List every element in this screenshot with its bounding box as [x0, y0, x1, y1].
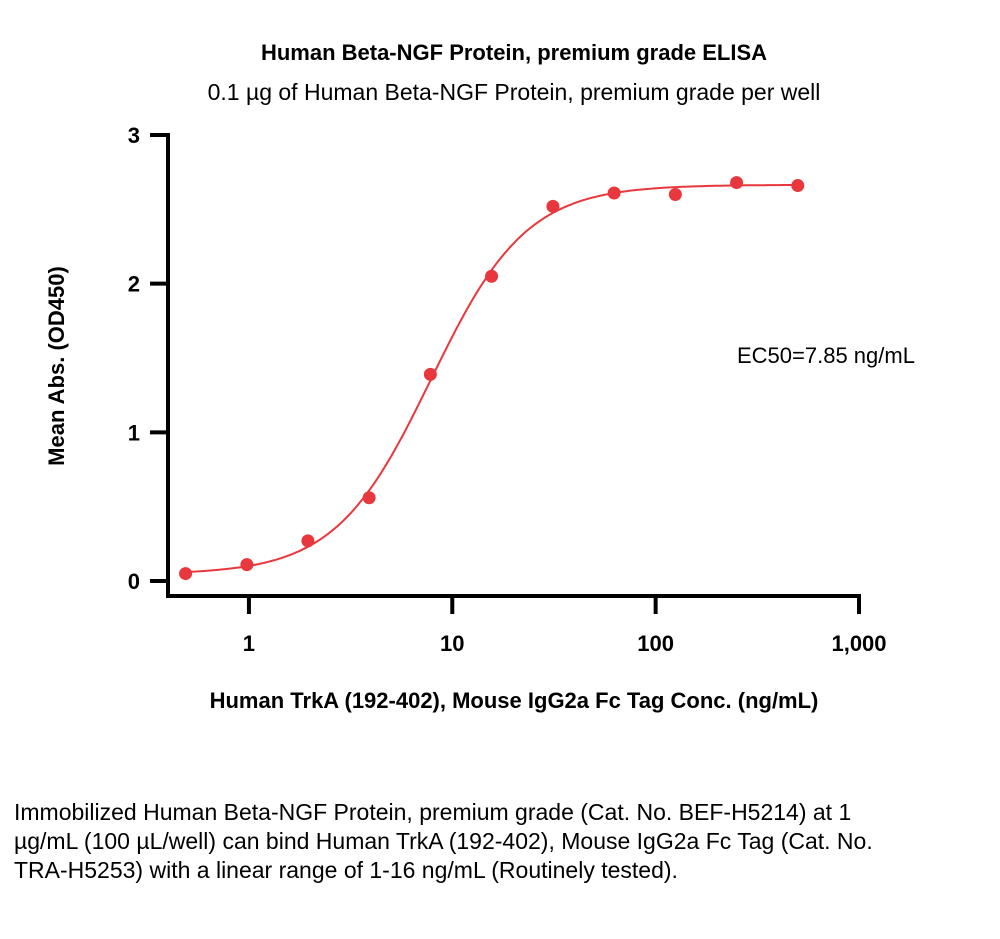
data-point — [607, 186, 621, 200]
data-point — [240, 558, 254, 572]
y-axis-label: Mean Abs. (OD450) — [44, 266, 69, 466]
x-axis-label: Human TrkA (192-402), Mouse IgG2a Fc Tag… — [210, 688, 819, 713]
x-tick-label: 1 — [243, 631, 255, 656]
y-tick-label: 1 — [128, 420, 140, 445]
data-point — [791, 179, 805, 193]
ec50-annotation: EC50=7.85 ng/mL — [737, 343, 915, 368]
plot-area — [179, 176, 805, 581]
x-tick-label: 1,000 — [831, 631, 886, 656]
elisa-chart: Human Beta-NGF Protein, premium grade EL… — [44, 40, 915, 713]
y-tick-label: 3 — [128, 123, 140, 148]
data-point — [546, 199, 560, 213]
data-point — [362, 491, 376, 505]
y-tick-label: 2 — [128, 272, 140, 297]
y-tick-label: 0 — [128, 569, 140, 594]
data-point — [179, 567, 193, 581]
data-point — [668, 187, 682, 201]
fit-curve — [185, 184, 798, 573]
figure-caption: Immobilized Human Beta-NGF Protein, prem… — [14, 799, 873, 883]
data-point — [485, 269, 499, 283]
chart-subtitle: 0.1 µg of Human Beta-NGF Protein, premiu… — [208, 79, 821, 105]
data-point — [301, 534, 315, 548]
data-point — [730, 176, 744, 190]
x-tick-label: 100 — [637, 631, 674, 656]
chart-title: Human Beta-NGF Protein, premium grade EL… — [261, 40, 767, 65]
x-tick-label: 10 — [440, 631, 464, 656]
data-point — [423, 367, 437, 381]
axes: 0 1 2 3 1 10 100 1,000 — [128, 123, 887, 656]
